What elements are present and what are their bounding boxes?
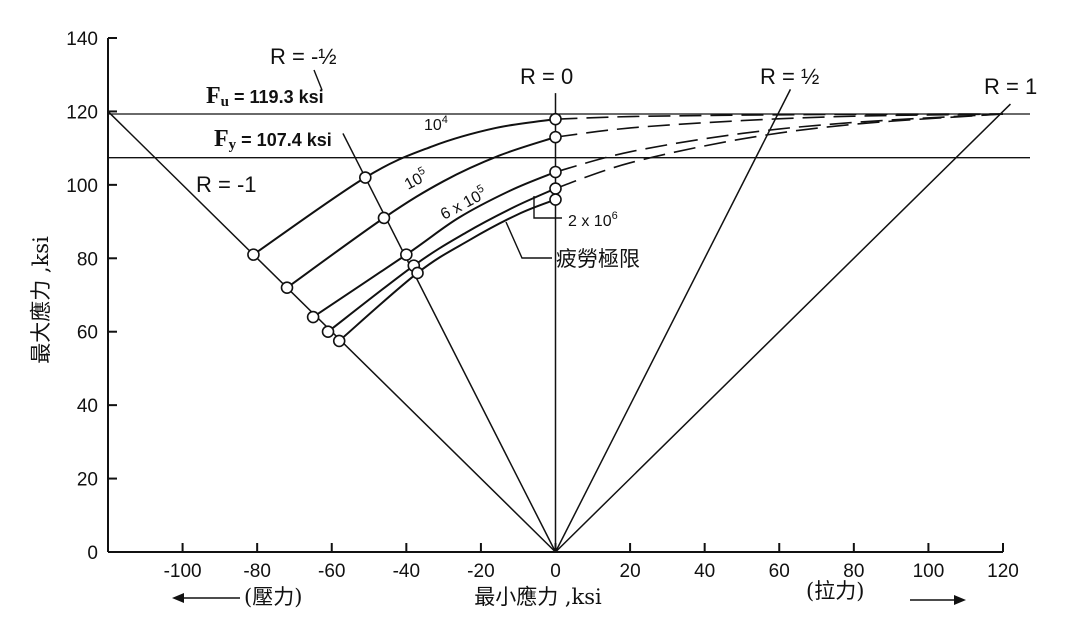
curve-marker-10 [549, 112, 562, 126]
x-tick-label-20: 20 [620, 561, 641, 582]
r-minus-half-leader [313, 69, 323, 91]
x-tick-label--100: -100 [164, 561, 202, 582]
curve-marker-5 [359, 171, 372, 184]
curve-marker-11 [549, 130, 562, 144]
curve-marker-6 [377, 211, 391, 225]
fu-label: Fu = 119.3 ksi [206, 83, 324, 110]
ratio-line-3 [554, 89, 792, 553]
r-minus-half-label: R = -½ [270, 44, 337, 69]
ratio-lines [107, 89, 1011, 553]
y-tick-label-20: 20 [77, 470, 98, 491]
x-tick-label-0: 0 [550, 561, 561, 582]
y-tick-label-0: 0 [87, 543, 98, 564]
curve-dashed-0 [555, 113, 1004, 120]
compression-arrow-head [172, 593, 184, 603]
curve-solid-2 [312, 171, 556, 318]
ratio-line-1 [342, 133, 557, 553]
x-tick-label--20: -20 [467, 561, 494, 582]
axes: 0 20 40 60 80 100 120 140 -100 -80 -60 -40 -20 0 20 40 6… [66, 29, 1019, 582]
fatigue-curves [252, 113, 1004, 342]
tension-label: (拉力) [806, 579, 864, 603]
curve-label-6e5: 6 x 105 [436, 183, 489, 224]
fatigue-limit-label: 疲勞極限 [556, 247, 640, 271]
curve-solid-3 [327, 187, 556, 333]
r-one-label: R = 1 [984, 74, 1037, 99]
r-minus-one-label: R = -1 [196, 172, 257, 197]
curve-solid-1 [286, 136, 556, 289]
r-half-label: R = ½ [760, 64, 819, 89]
x-tick-label--80: -80 [243, 561, 270, 582]
x-tick-label-40: 40 [694, 561, 715, 582]
curve-dashed-1 [555, 113, 1004, 138]
y-tick-label-40: 40 [77, 396, 98, 417]
curve-marker-13 [549, 182, 562, 195]
y-tick-label-100: 100 [66, 176, 98, 197]
x-tick-label--60: -60 [318, 561, 345, 582]
curve-marker-14 [549, 193, 562, 206]
curve-marker-9 [411, 266, 424, 280]
x-tick-label--40: -40 [393, 561, 420, 582]
y-tick-label-80: 80 [77, 249, 98, 270]
x-tick-label-100: 100 [913, 561, 945, 582]
y-axis-title: 最大應力 ,ksi [29, 236, 53, 364]
curve-marker-2 [306, 310, 320, 324]
tension-arrow-head [954, 595, 966, 605]
curve-solid-0 [252, 118, 556, 256]
y-tick-label-140: 140 [66, 29, 98, 50]
ratio-line-4 [554, 103, 1011, 553]
compression-label: (壓力) [244, 585, 302, 609]
fy-label: Fy = 107.4 ksi [214, 126, 332, 153]
curve-marker-12 [549, 165, 562, 179]
leader-fatigue-limit [505, 221, 552, 259]
x-tick-label-60: 60 [769, 561, 790, 582]
x-tick-label-120: 120 [987, 561, 1019, 582]
y-tick-label-60: 60 [77, 323, 98, 344]
curve-markers [247, 112, 562, 348]
curve-marker-3 [321, 325, 335, 339]
curve-marker-1 [280, 281, 294, 294]
curve-dashed-2 [555, 113, 1004, 173]
curve-label-1e5: 105 [400, 165, 431, 194]
curve-dashed-3 [555, 113, 1004, 190]
curve-marker-4 [332, 334, 346, 348]
r-zero-label: R = 0 [520, 64, 573, 89]
x-tick-label-80: 80 [843, 561, 864, 582]
y-tick-label-120: 120 [66, 102, 98, 123]
curve-label-1e4: 104 [424, 114, 448, 134]
curve-solid-4 [338, 198, 556, 342]
x-axis-title: 最小應力 ,ksi [474, 585, 602, 609]
leader-2e6 [533, 196, 562, 219]
curve-marker-7 [400, 248, 413, 261]
curve-label-2e6: 2 x 106 [568, 210, 618, 230]
curve-marker-0 [247, 248, 260, 261]
